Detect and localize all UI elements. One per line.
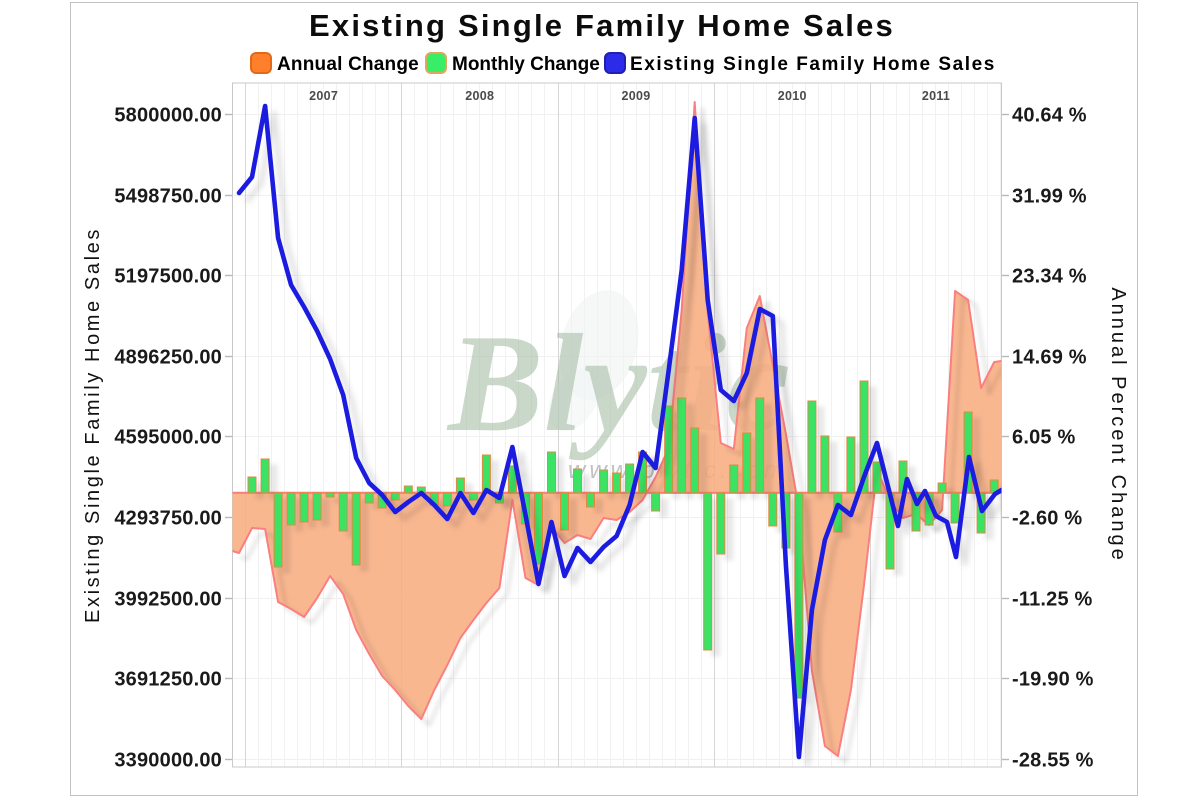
svg-text:2009: 2009 <box>621 89 650 103</box>
svg-text:40.64 %: 40.64 % <box>1012 105 1087 127</box>
svg-text:Blytic: Blytic <box>446 306 790 461</box>
svg-text:-2.60 %: -2.60 % <box>1012 508 1082 530</box>
svg-text:Annual Change: Annual Change <box>277 54 419 75</box>
svg-text:31.99 %: 31.99 % <box>1012 186 1087 208</box>
svg-text:3992500.00: 3992500.00 <box>114 589 222 611</box>
svg-text:4293750.00: 4293750.00 <box>114 508 222 530</box>
svg-text:5800000.00: 5800000.00 <box>114 105 222 127</box>
svg-text:4896250.00: 4896250.00 <box>114 347 222 369</box>
svg-text:Annual Percent Change: Annual Percent Change <box>1107 287 1129 562</box>
svg-text:3390000.00: 3390000.00 <box>114 750 222 772</box>
svg-text:2011: 2011 <box>922 89 950 103</box>
svg-text:Monthly Change: Monthly Change <box>452 54 600 75</box>
svg-text:2008: 2008 <box>465 89 494 103</box>
svg-text:-28.55 %: -28.55 % <box>1012 750 1094 772</box>
svg-text:Existing Single Family Home Sa: Existing Single Family Home Sales <box>630 54 996 75</box>
svg-text:5498750.00: 5498750.00 <box>114 186 222 208</box>
svg-text:5197500.00: 5197500.00 <box>114 266 222 288</box>
svg-text:Existing Single Family Home Sa: Existing Single Family Home Sales <box>82 227 104 623</box>
svg-text:-19.90 %: -19.90 % <box>1012 669 1094 691</box>
svg-text:6.05 %: 6.05 % <box>1012 427 1075 449</box>
svg-text:2010: 2010 <box>778 89 807 103</box>
svg-text:23.34 %: 23.34 % <box>1012 266 1087 288</box>
svg-text:4595000.00: 4595000.00 <box>114 427 222 449</box>
svg-text:Existing Single Family Home Sa: Existing Single Family Home Sales <box>309 8 895 43</box>
svg-text:-11.25 %: -11.25 % <box>1012 589 1093 611</box>
svg-text:3691250.00: 3691250.00 <box>114 669 222 691</box>
svg-text:2007: 2007 <box>309 89 338 103</box>
svg-text:14.69 %: 14.69 % <box>1012 347 1087 369</box>
